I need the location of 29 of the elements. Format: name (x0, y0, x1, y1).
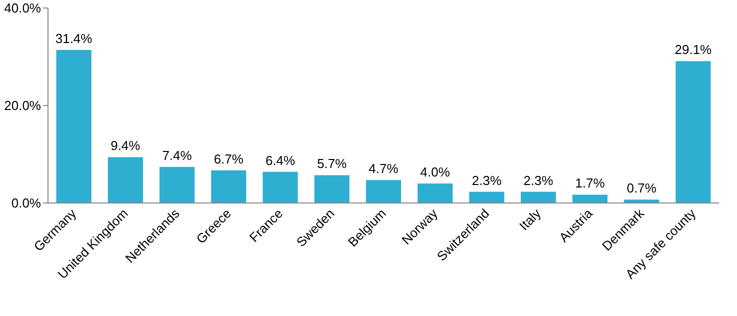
data-label: 6.4% (265, 152, 296, 168)
bar (211, 170, 246, 203)
data-label: 0.7% (626, 180, 657, 196)
bar (159, 166, 195, 203)
y-tick-label: 20.0% (4, 98, 42, 114)
data-label: 9.4% (110, 138, 141, 154)
data-label: 2.3% (472, 172, 502, 188)
data-label: 4.7% (368, 161, 399, 176)
bar (366, 180, 402, 203)
bar (572, 194, 608, 203)
bar (469, 192, 504, 203)
data-label: 31.4% (55, 30, 93, 46)
bar (262, 172, 298, 203)
bar (314, 175, 350, 203)
data-label: 1.7% (575, 176, 606, 191)
data-label: 4.0% (420, 164, 450, 180)
data-label: 29.1% (674, 42, 712, 58)
bar (108, 157, 143, 203)
bar (418, 184, 453, 203)
x-tick-label: Italy (516, 205, 544, 234)
bar (676, 61, 711, 203)
data-label: 2.3% (524, 172, 554, 188)
bar (56, 50, 92, 203)
y-tick-label: 0.0% (11, 196, 42, 211)
data-label: 7.4% (162, 148, 192, 163)
data-label: 6.7% (214, 151, 244, 166)
data-label: 5.7% (317, 156, 348, 172)
y-tick-label: 40.0% (4, 0, 42, 16)
bar (520, 192, 556, 203)
